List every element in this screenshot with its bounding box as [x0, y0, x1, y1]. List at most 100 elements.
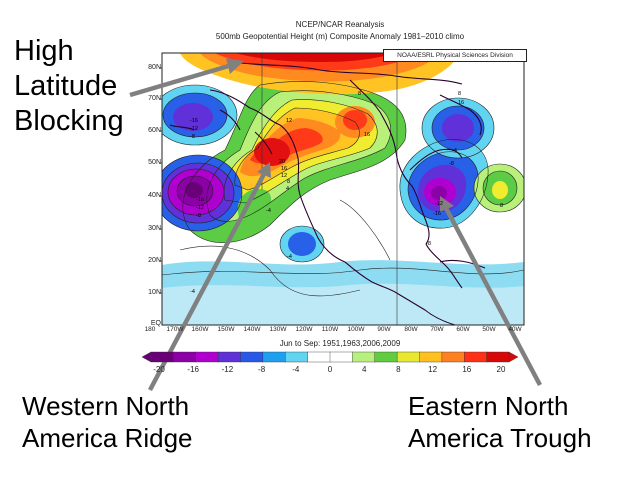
- callout-line: Latitude: [14, 69, 118, 102]
- anomaly-label: 16: [458, 100, 464, 106]
- latitude-label: 70N: [148, 95, 161, 102]
- colorbar-segment: [262, 351, 286, 363]
- anomaly-labels: 8121620161284-4-16-12-8-16-12-8-4-4-8-16…: [190, 91, 503, 295]
- colorbar-segment: [486, 351, 510, 363]
- anomaly-label: -4: [452, 148, 457, 154]
- colorbar-tick-label: -20: [153, 365, 165, 374]
- colorbar-tick-label: 12: [428, 365, 438, 374]
- callout-high-latitude-blocking: High Latitude Blocking: [14, 34, 124, 138]
- longitude-label: 50W: [482, 326, 496, 333]
- colorbar-tick-label: 8: [396, 365, 401, 374]
- callout-line: America Ridge: [22, 422, 193, 453]
- longitude-label: 90W: [377, 326, 391, 333]
- longitude-label: 60W: [456, 326, 470, 333]
- colorbar-segment: [441, 351, 465, 363]
- colorbar-segment: [150, 351, 174, 363]
- latitude-label: 60N: [148, 127, 161, 134]
- anomaly-label: -8: [196, 213, 201, 219]
- map-title: NCEP/NCAR Reanalysis: [295, 20, 385, 29]
- western-low: [162, 155, 242, 231]
- map-subtitle: 500mb Geopotential Height (m) Composite …: [215, 32, 465, 41]
- anomaly-label: 8: [458, 91, 461, 97]
- callout-line: Blocking: [14, 104, 124, 137]
- anomaly-label: -4: [287, 254, 292, 260]
- anomaly-label: 20: [279, 159, 285, 165]
- latitude-label: 10N: [148, 289, 161, 296]
- anomaly-label: 12: [286, 118, 292, 124]
- longitude-label: 100W: [347, 326, 365, 333]
- longitude-label: 160W: [191, 326, 209, 333]
- colorbar-tick-label: 4: [361, 365, 367, 374]
- colorbar-segment: [195, 351, 219, 363]
- arrow-high-latitude: [129, 58, 244, 98]
- anomaly-label: -8: [190, 134, 195, 140]
- anomaly-label: 8: [287, 179, 290, 185]
- colorbar-segment: [464, 351, 488, 363]
- anomaly-label: -12: [190, 126, 198, 132]
- arrow-eastern-trough: [440, 196, 542, 387]
- callout-line: Western North: [22, 391, 190, 421]
- longitude-label: 40W: [508, 326, 522, 333]
- colorbar-segment: [374, 351, 398, 363]
- colorbar-segment: [307, 351, 331, 363]
- anomaly-label: -4: [190, 289, 195, 295]
- colorbar: [141, 351, 519, 363]
- longitude-label: 170W: [166, 326, 184, 333]
- callout-western-ridge: Western North America Ridge: [22, 391, 193, 454]
- greenland-low: [422, 98, 494, 158]
- colorbar-tick-label: -8: [258, 365, 266, 374]
- callout-line: High: [14, 35, 74, 67]
- colorbar-tick-label: -16: [187, 365, 199, 374]
- colorbar-segment: [285, 351, 309, 363]
- latitude-label: 80N: [148, 64, 161, 71]
- longitude-label: 70W: [430, 326, 444, 333]
- anomaly-label: 8: [500, 203, 503, 209]
- colorbar-min-arrow: [141, 351, 152, 363]
- anomaly-label: 16: [364, 132, 370, 138]
- latitude-label: 20N: [148, 257, 161, 264]
- latitude-label: 40N: [148, 192, 161, 199]
- anomaly-label: -16: [433, 211, 441, 217]
- subtropical-low: [280, 226, 324, 262]
- colorbar-segment: [419, 351, 443, 363]
- callout-arrows: [129, 58, 542, 392]
- coastlines: [169, 61, 486, 325]
- colorbar-tick-label: -4: [292, 365, 300, 374]
- colorbar-max-arrow: [508, 351, 519, 363]
- colorbar-segment: [396, 351, 420, 363]
- colorbar-segment: [173, 351, 197, 363]
- anomaly-label: -8: [449, 161, 454, 167]
- contour-lines: [162, 81, 524, 297]
- callout-eastern-trough: Eastern North America Trough: [408, 391, 592, 454]
- atlantic-high: [474, 164, 524, 212]
- anomaly-label: -16: [196, 197, 204, 203]
- anomaly-label: -12: [196, 205, 204, 211]
- credit-label: NOAA/ESRL Physical Sciences Division: [383, 49, 527, 62]
- colorbar-segment: [217, 351, 241, 363]
- anomaly-label: 4: [286, 186, 289, 192]
- longitude-label: 150W: [217, 326, 235, 333]
- eastern-trough: [399, 139, 489, 229]
- longitude-label: 120W: [295, 326, 313, 333]
- latitude-label: EQ: [150, 320, 161, 327]
- colorbar-segment: [329, 351, 353, 363]
- anomaly-label: -16: [190, 118, 198, 124]
- colorbar-tick-label: 20: [496, 365, 506, 374]
- anomaly-label: -4: [266, 208, 271, 214]
- colorbar-tick-label: -12: [221, 365, 234, 374]
- anomaly-field: [162, 53, 524, 325]
- latitude-label: 50N: [148, 159, 161, 166]
- longitude-label: 130W: [269, 326, 287, 333]
- composite-dates: Jun to Sep: 1951,1963,2006,2009: [279, 339, 401, 348]
- longitude-label: 140W: [243, 326, 261, 333]
- axis-ticks: [159, 67, 162, 294]
- callout-line: America Trough: [408, 422, 592, 453]
- anomaly-label: 8: [358, 91, 361, 97]
- ridge-anomaly: [182, 81, 406, 243]
- latitude-label: 30N: [148, 225, 161, 232]
- longitude-label: 180: [144, 326, 156, 333]
- anomaly-label: 12: [281, 173, 287, 179]
- colorbar-segment: [352, 351, 376, 363]
- anomaly-label: 16: [281, 166, 287, 172]
